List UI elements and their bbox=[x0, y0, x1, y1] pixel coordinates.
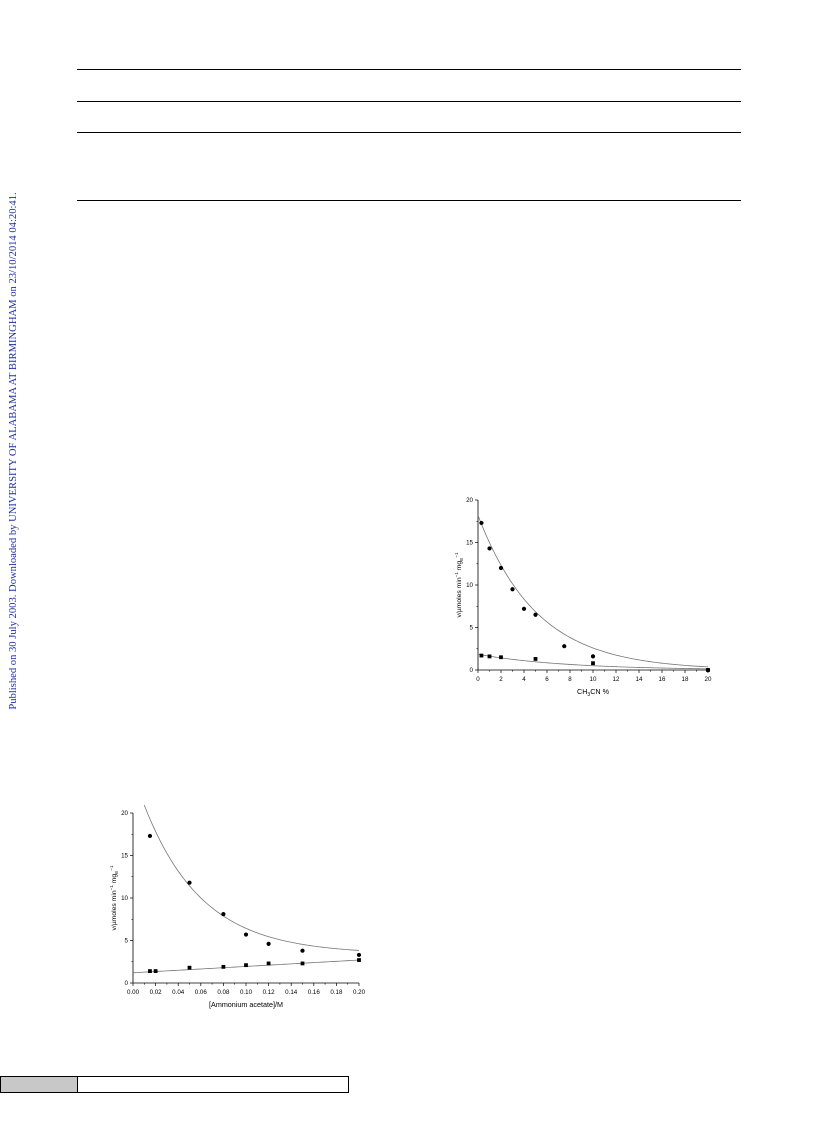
data-point-square bbox=[533, 657, 538, 661]
data-point-circle bbox=[479, 520, 484, 526]
x-tick-label: 20 bbox=[705, 676, 712, 683]
y-label-main: v/µmoles min bbox=[456, 577, 463, 617]
y-label-sub: E bbox=[114, 871, 119, 874]
y-tick-label: 20 bbox=[121, 810, 128, 817]
y-label-sup2: −1 bbox=[109, 865, 114, 871]
data-point-circle bbox=[487, 546, 492, 551]
x-tick-label: 0.08 bbox=[217, 989, 230, 996]
x-tick-label: 0.16 bbox=[308, 989, 321, 996]
y-tick-label: 15 bbox=[466, 540, 473, 547]
x-tick-label: 12 bbox=[613, 676, 620, 683]
x-tick-label: 16 bbox=[659, 676, 666, 683]
download-watermark: Published on 30 July 2003. Downloaded by… bbox=[8, 192, 19, 710]
data-point-circle bbox=[521, 606, 527, 611]
data-point-circle bbox=[562, 644, 567, 649]
x-tick-label: 10 bbox=[590, 676, 597, 683]
data-point-square bbox=[266, 961, 271, 966]
data-point-circle bbox=[533, 612, 538, 617]
y-label-mg: mg bbox=[456, 561, 463, 573]
y-tick-label: 0 bbox=[470, 667, 474, 674]
data-point-circle bbox=[590, 654, 596, 659]
y-label-sup: −1 bbox=[109, 885, 114, 891]
y-label-main: v/µmoles min bbox=[111, 890, 118, 930]
y-tick-label: 5 bbox=[470, 625, 474, 632]
data-point-circle bbox=[243, 932, 249, 937]
y-tick-label: 20 bbox=[466, 497, 473, 504]
data-point-circle bbox=[147, 833, 153, 839]
fit-curve-0 bbox=[477, 515, 709, 668]
y-label-sup: −1 bbox=[454, 572, 459, 578]
x-tick-label: 0 bbox=[476, 676, 480, 683]
y-axis-label: v/µmoles min−1 mgE−1 bbox=[109, 865, 119, 931]
data-point-circle bbox=[266, 941, 271, 946]
x-tick-label: 0.04 bbox=[172, 989, 185, 996]
top-rule-3 bbox=[77, 132, 741, 133]
y-tick-label: 10 bbox=[121, 895, 128, 902]
fit-curve-1 bbox=[477, 653, 709, 670]
top-rule-2 bbox=[77, 101, 741, 102]
data-point-circle bbox=[498, 565, 504, 571]
data-point-square bbox=[300, 961, 305, 966]
y-tick-label: 0 bbox=[125, 980, 129, 987]
y-axis-label: v/µmoles min−1 mgE−1 bbox=[454, 552, 464, 618]
data-point-square bbox=[244, 963, 248, 968]
footer-bar bbox=[0, 1076, 349, 1093]
y-tick-label: 5 bbox=[125, 938, 129, 945]
x-tick-label: 0.02 bbox=[150, 989, 163, 996]
x-tick-label: 0.06 bbox=[195, 989, 208, 996]
data-point-circle bbox=[221, 912, 226, 917]
x-tick-label: 0.10 bbox=[240, 989, 253, 996]
y-tick-label: 15 bbox=[121, 853, 128, 860]
data-point-circle bbox=[187, 880, 192, 885]
x-tick-label: 0.12 bbox=[263, 989, 276, 996]
x-tick-label: 0.14 bbox=[285, 989, 298, 996]
data-point-square bbox=[148, 969, 152, 973]
data-point-square bbox=[221, 964, 226, 969]
fit-curve-0 bbox=[143, 805, 360, 951]
y-tick-label: 10 bbox=[466, 582, 473, 589]
x-tick-label: 0.00 bbox=[127, 989, 140, 996]
x-tick-label: 0.20 bbox=[353, 989, 366, 996]
data-point-square bbox=[499, 655, 503, 660]
x-tick-label: 18 bbox=[682, 676, 689, 683]
x-label-rest: CN % bbox=[590, 687, 609, 696]
data-point-square bbox=[187, 965, 192, 970]
x-tick-label: 0.18 bbox=[330, 989, 343, 996]
x-label-main: CH bbox=[577, 687, 587, 696]
data-point-square bbox=[153, 969, 158, 973]
top-rule-1 bbox=[77, 69, 741, 70]
x-tick-label: 14 bbox=[636, 676, 643, 683]
data-point-square bbox=[591, 661, 595, 666]
data-point-square bbox=[479, 653, 484, 658]
x-tick-label: 8 bbox=[568, 676, 572, 683]
y-label-mg: mg bbox=[111, 874, 118, 886]
y-label-sup2: −1 bbox=[454, 552, 459, 558]
x-axis-label: [Ammonium acetate]/M bbox=[209, 1000, 283, 1009]
data-point-circle bbox=[356, 952, 362, 958]
data-point-square bbox=[487, 654, 492, 659]
acetonitrile-chart: 0 2 4 6 8 10 12 14 16 18 20 0 5 10 15 20 v/µmoles min−1 … bbox=[454, 497, 712, 698]
x-tick-label: 2 bbox=[499, 676, 503, 683]
x-tick-label: 6 bbox=[545, 676, 549, 683]
x-axis-label: CH3CN % bbox=[577, 687, 610, 698]
footer-bar-shade bbox=[1, 1077, 78, 1092]
data-point-circle bbox=[300, 948, 305, 953]
y-label-sub: E bbox=[459, 558, 464, 561]
data-point-circle bbox=[510, 587, 515, 592]
x-tick-label: 4 bbox=[522, 676, 526, 683]
data-point-square bbox=[357, 958, 361, 962]
ammonium-acetate-chart: 0.00 0.02 0.04 0.06 0.08 0.10 0.12 0.14 0.16 0.18… bbox=[109, 805, 366, 1009]
x-label-sub: 3 bbox=[587, 692, 590, 698]
data-point-square bbox=[706, 668, 710, 672]
top-rule-4 bbox=[77, 200, 741, 201]
